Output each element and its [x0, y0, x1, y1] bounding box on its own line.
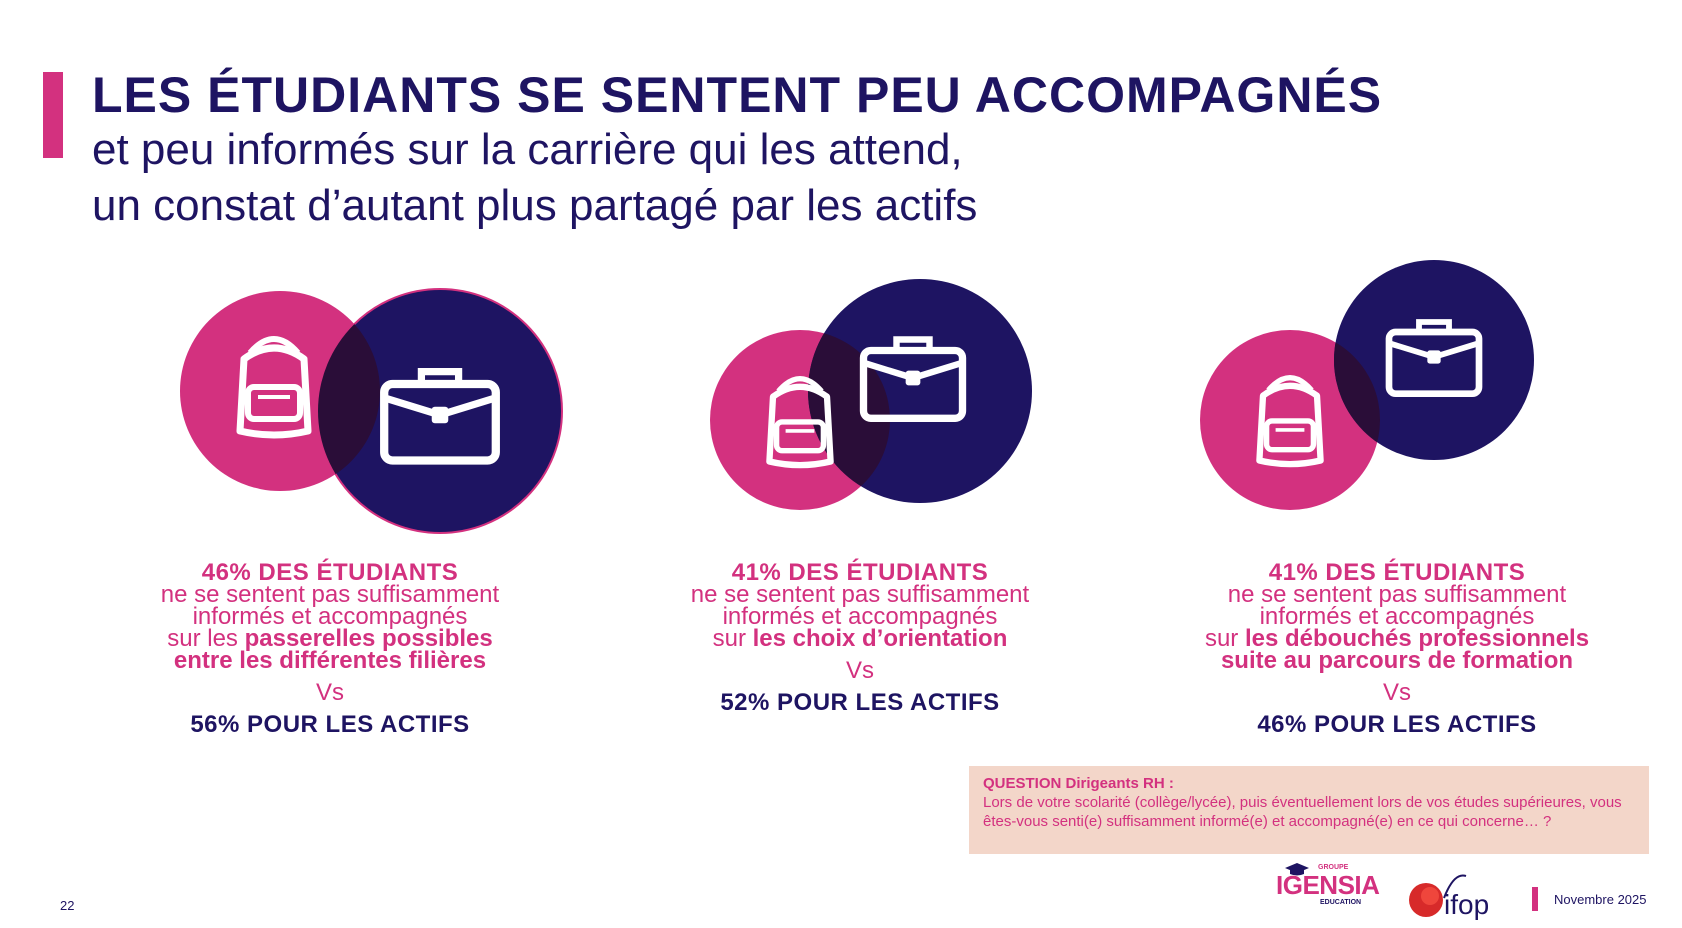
stat-percentage: 46% DES ÉTUDIANTS [201, 559, 459, 586]
stat-percentage: 41% DES ÉTUDIANTS [1268, 559, 1526, 586]
stat-highlight: suite au parcours de formation [1220, 647, 1574, 674]
stat-text-line: sur les choix d’orientation [640, 625, 1080, 652]
logo-groupe-text: GROUPE [1318, 864, 1349, 871]
page-number: 22 [60, 898, 75, 913]
stat-text-line: informés et accompagnés [722, 603, 998, 630]
stat-highlight: les choix d’orientation [752, 625, 1008, 652]
logo-education-text: EDUCATION [1320, 899, 1362, 906]
stat-highlight: les débouchés professionnels [1244, 625, 1590, 652]
stat-block-2: 41% DES ÉTUDIANTS ne se sentent pas suff… [640, 559, 1080, 716]
stat-text-line: informés et accompagnés [1259, 603, 1535, 630]
logo-igensia-text: IGENSIA [1276, 870, 1380, 900]
actifs-percentage: 46% POUR LES ACTIFS [1257, 711, 1537, 738]
venn-diagram-2 [710, 279, 1032, 510]
question-text: Lors de votre scolarité (collège/lycée),… [983, 794, 1622, 830]
venn-diagram-1 [180, 288, 563, 534]
stat-prefix: sur [1204, 625, 1245, 652]
stat-highlight: entre les différentes filières [173, 647, 487, 674]
ifop-logo-mark: ifop [1409, 874, 1489, 920]
subtitle-line-2: un constat d’autant plus partagé par les… [92, 181, 978, 230]
subtitle-line-1: et peu informés sur la carrière qui les … [92, 125, 963, 174]
stat-text-line: sur les débouchés professionnels [1152, 625, 1642, 652]
stat-text-line: ne se sentent pas suffisamment [1227, 581, 1567, 608]
stat-text-line: ne se sentent pas suffisamment [690, 581, 1030, 608]
vs-label: Vs [315, 679, 344, 706]
stat-text-line: informés et accompagnés [192, 603, 468, 630]
stat-prefix: sur [712, 625, 753, 652]
logo-ifop-text: ifop [1444, 889, 1489, 920]
page-subtitle: et peu informés sur la carrière qui les … [92, 122, 977, 234]
question-box: QUESTION Dirigeants RH : Lors de votre s… [969, 766, 1649, 854]
question-heading: QUESTION Dirigeants RH : [983, 775, 1174, 792]
stat-block-1: 46% DES ÉTUDIANTS ne se sentent pas suff… [110, 559, 550, 738]
footer-separator [1532, 887, 1538, 911]
actifs-percentage: 52% POUR LES ACTIFS [720, 689, 1000, 716]
title-accent-bar [43, 72, 63, 158]
vs-label: Vs [1382, 679, 1411, 706]
vs-label: Vs [845, 657, 874, 684]
ifop-logo: ifop [1408, 868, 1518, 925]
stat-highlight: passerelles possibles [244, 625, 493, 652]
stat-text-line: sur les passerelles possibles [110, 625, 550, 652]
stat-prefix: sur les [167, 625, 245, 652]
stat-block-3: 41% DES ÉTUDIANTS ne se sentent pas suff… [1152, 559, 1642, 738]
page-title: LES ÉTUDIANTS SE SENTENT PEU ACCOMPAGNÉS [92, 67, 1383, 123]
stat-text-line: ne se sentent pas suffisamment [160, 581, 500, 608]
footer-date: Novembre 2025 [1554, 892, 1647, 907]
venn-diagram-3 [1200, 260, 1534, 510]
graduation-cap-icon [1285, 863, 1309, 876]
actifs-percentage: 56% POUR LES ACTIFS [190, 711, 470, 738]
igensia-logo: GROUPE IGENSIA EDUCATION [1276, 863, 1380, 906]
stat-percentage: 41% DES ÉTUDIANTS [731, 559, 989, 586]
